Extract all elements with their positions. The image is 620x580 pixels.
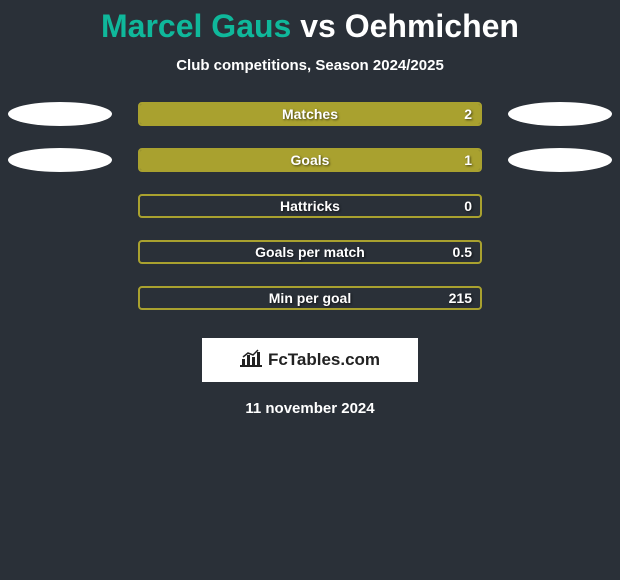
stat-bar: Hattricks 0 — [138, 194, 482, 218]
stat-value: 1 — [464, 152, 472, 168]
stat-label: Goals — [291, 152, 330, 168]
ellipse-right — [508, 148, 612, 172]
title-player2: Oehmichen — [345, 8, 519, 44]
ellipse-left — [8, 148, 112, 172]
stat-label: Matches — [282, 106, 338, 122]
title-vs: vs — [300, 8, 336, 44]
chart-icon — [240, 349, 262, 372]
stat-bar: Goals per match 0.5 — [138, 240, 482, 264]
stat-row: Goals 1 — [0, 148, 620, 172]
stat-bar: Min per goal 215 — [138, 286, 482, 310]
stat-value: 215 — [449, 290, 472, 306]
logo-text: FcTables.com — [268, 350, 380, 370]
stat-row: Matches 2 — [0, 102, 620, 126]
ellipse-left — [8, 102, 112, 126]
subtitle: Club competitions, Season 2024/2025 — [0, 57, 620, 74]
logo-box: FcTables.com — [202, 338, 418, 382]
stat-row: Goals per match 0.5 — [0, 240, 620, 264]
stat-value: 0 — [464, 198, 472, 214]
page-title: Marcel Gaus vs Oehmichen — [0, 8, 620, 45]
stat-label: Hattricks — [280, 198, 340, 214]
ellipse-right — [508, 102, 612, 126]
date: 11 november 2024 — [0, 400, 620, 417]
stat-bar: Matches 2 — [138, 102, 482, 126]
stat-value: 0.5 — [453, 244, 472, 260]
logo: FcTables.com — [240, 349, 380, 372]
title-player1: Marcel Gaus — [101, 8, 291, 44]
stats-rows: Matches 2 Goals 1 Hattricks 0 Goals per match 0… — [0, 102, 620, 310]
stat-label: Min per goal — [269, 290, 351, 306]
stat-bar: Goals 1 — [138, 148, 482, 172]
stat-value: 2 — [464, 106, 472, 122]
comparison-card: Marcel Gaus vs Oehmichen Club competitio… — [0, 0, 620, 417]
stat-row: Hattricks 0 — [0, 194, 620, 218]
stat-label: Goals per match — [255, 244, 365, 260]
stat-row: Min per goal 215 — [0, 286, 620, 310]
